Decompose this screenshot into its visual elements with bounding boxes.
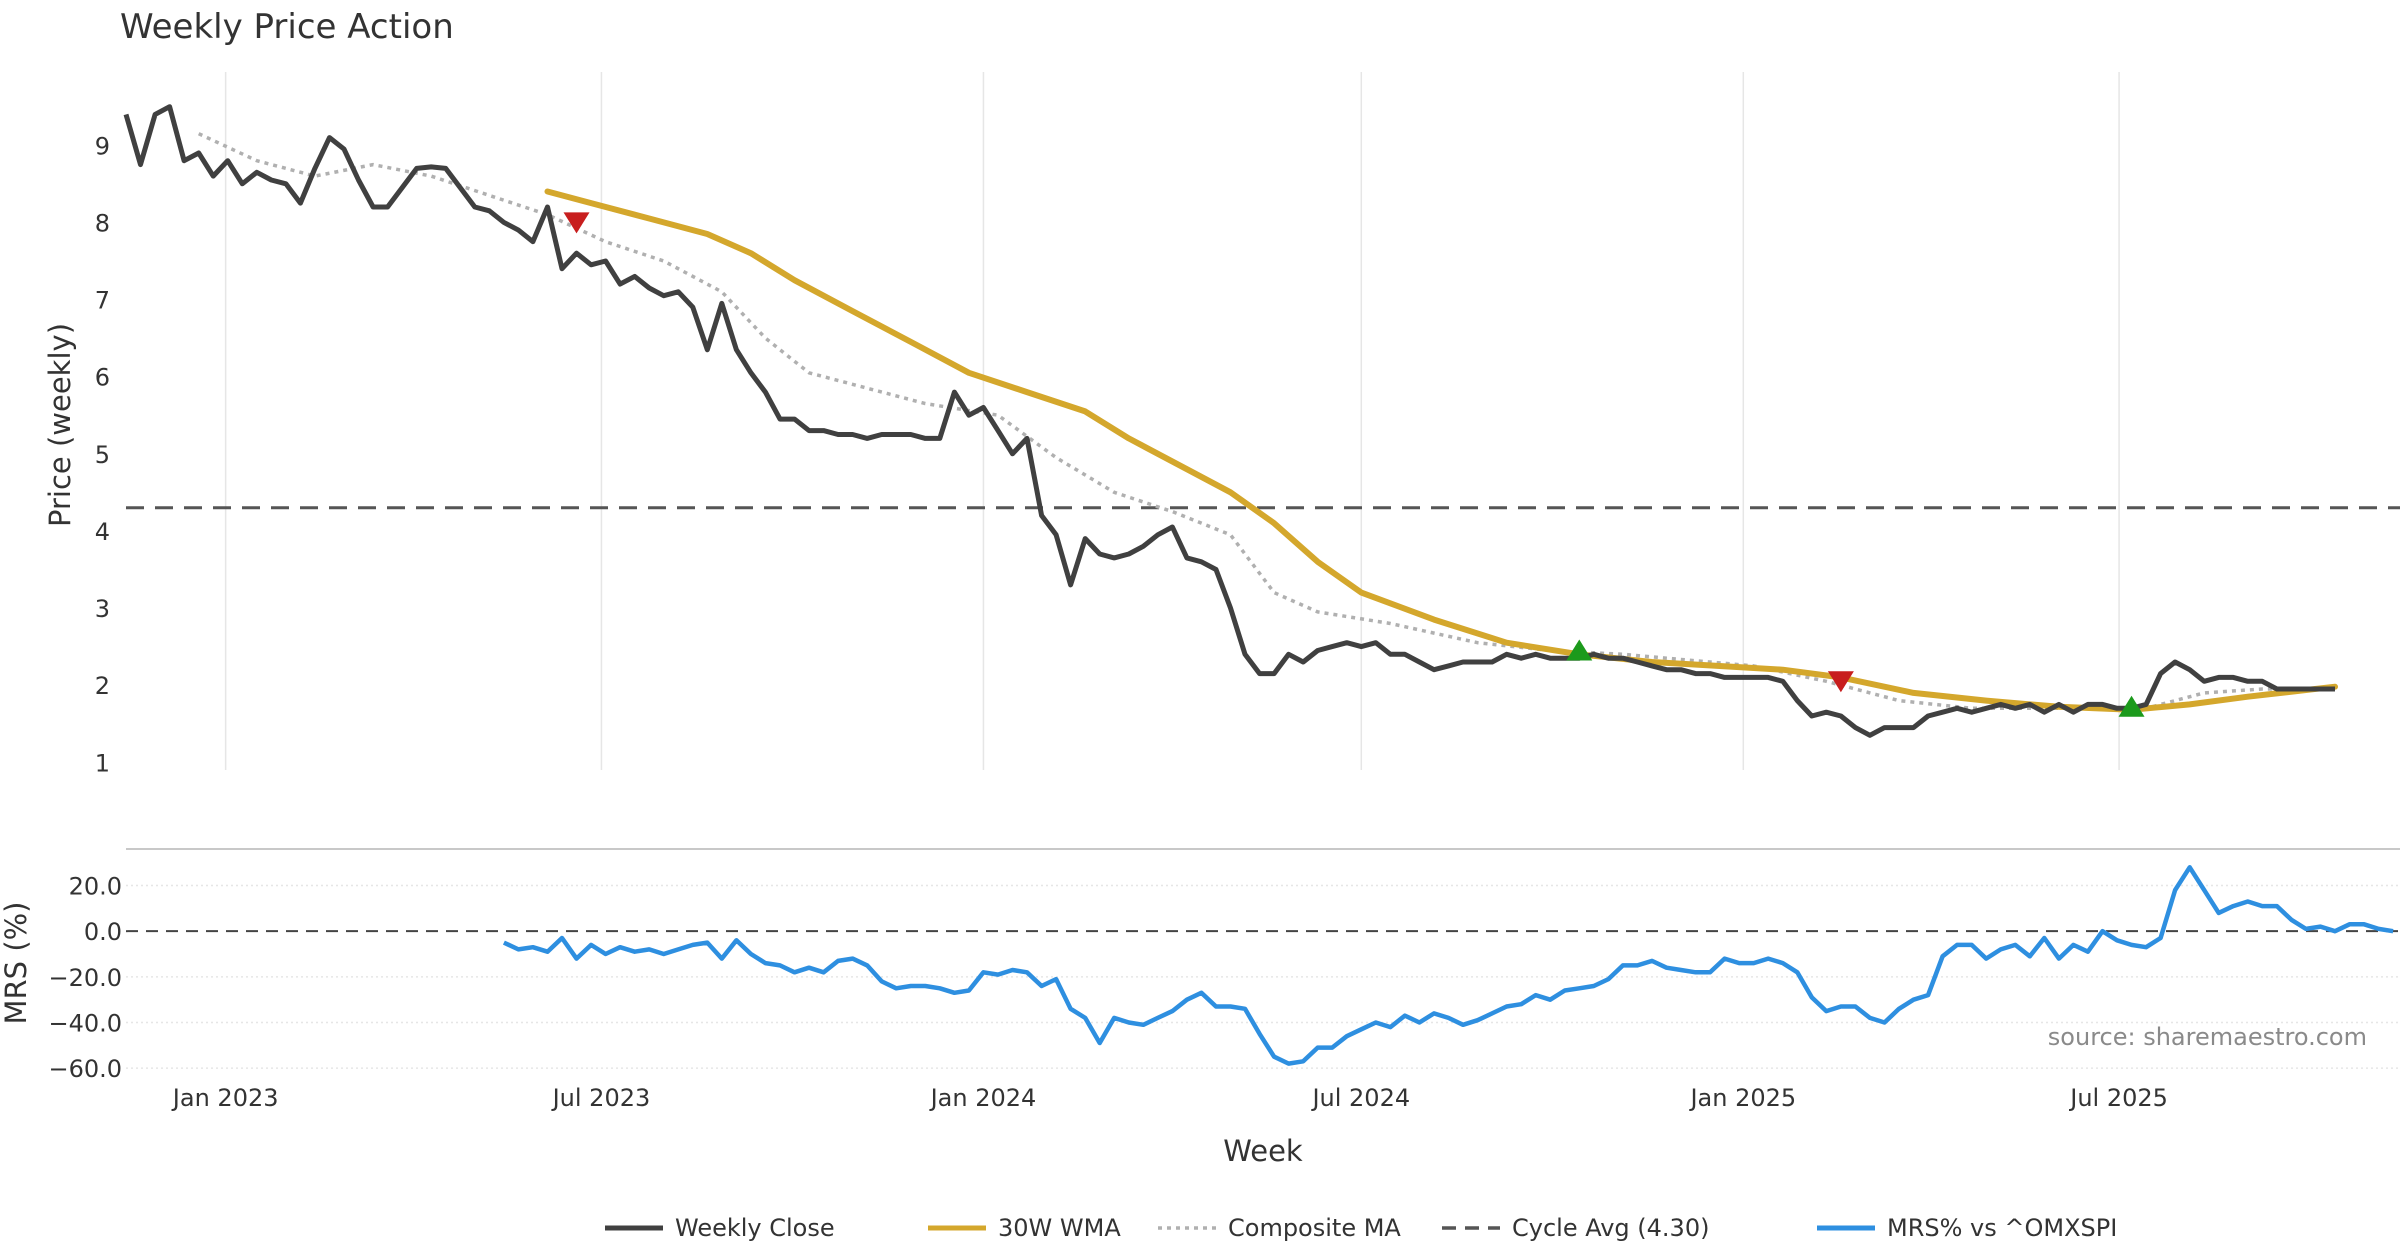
price-y-tick-label: 6: [95, 364, 110, 392]
price-y-tick-label: 8: [95, 209, 110, 237]
mrs-y-tick-label: −60.0: [48, 1055, 122, 1083]
price-y-ticks: 1 2 3 4 5 6 7 8 9: [95, 132, 110, 777]
price-y-tick-label: 4: [95, 518, 110, 546]
x-tick-label: Jul 2024: [1310, 1084, 1410, 1112]
mrs-y-tick-label: −20.0: [48, 964, 122, 992]
signal-markers: [563, 212, 2145, 717]
weekly-close-line: [123, 104, 2335, 738]
legend-label: Cycle Avg (4.30): [1512, 1214, 1709, 1242]
legend-label: 30W WMA: [998, 1214, 1121, 1242]
mrs-line: [502, 865, 2394, 1066]
mrs-y-tick-label: −40.0: [48, 1009, 122, 1037]
mrs-y-ticks: 20.0 0.0 −20.0 −40.0 −60.0: [48, 873, 122, 1084]
x-axis-ticks: Jan 2023 Jul 2023 Jan 2024 Jul 2024 Jan 2025…: [171, 1084, 2168, 1112]
chart-title: Weekly Price Action: [120, 7, 454, 47]
legend: Weekly Close 30W WMA Composite MA Cycle Avg…: [605, 1214, 2117, 1242]
price-y-tick-label: 9: [95, 132, 110, 160]
legend-label: Composite MA: [1228, 1214, 1401, 1242]
buy-signal-marker: [2118, 695, 2145, 717]
mrs-y-tick-label: 20.0: [69, 873, 122, 901]
source-credit: source: sharemaestro.com: [2048, 1023, 2367, 1051]
price-y-tick-label: 2: [95, 672, 110, 700]
x-axis-label: Week: [1223, 1134, 1303, 1168]
mrs-y-axis-label: MRS (%): [0, 902, 33, 1025]
mrs-y-tick-label: 0.0: [84, 918, 122, 946]
sell-signal-marker: [1827, 671, 1854, 693]
price-y-tick-label: 3: [95, 595, 110, 623]
price-y-tick-label: 1: [95, 749, 110, 777]
legend-label: Weekly Close: [675, 1214, 835, 1242]
x-tick-label: Jan 2025: [1688, 1084, 1796, 1112]
mrs-panel: 20.0 0.0 −20.0 −40.0 −60.0 MRS (%) source: s…: [0, 848, 2400, 1084]
x-tick-label: Jul 2025: [2068, 1084, 2168, 1112]
price-panel: 1 2 3 4 5 6 7 8 9 Price (weekly): [43, 72, 2400, 777]
price-y-tick-label: 7: [95, 287, 110, 315]
sell-signal-marker: [563, 212, 590, 234]
price-y-tick-label: 5: [95, 441, 110, 469]
buy-signal-marker: [1566, 639, 1593, 661]
price-y-axis-label: Price (weekly): [43, 323, 77, 527]
wma-30w-line: [544, 188, 2338, 713]
x-tick-label: Jan 2024: [929, 1084, 1037, 1112]
x-tick-label: Jan 2023: [171, 1084, 279, 1112]
mrs-grid: [126, 884, 2400, 1069]
x-tick-label: Jul 2023: [551, 1084, 651, 1112]
price-grid: [224, 72, 2120, 770]
legend-label: MRS% vs ^OMXSPI: [1887, 1214, 2117, 1242]
composite-ma-line: [197, 132, 2335, 711]
